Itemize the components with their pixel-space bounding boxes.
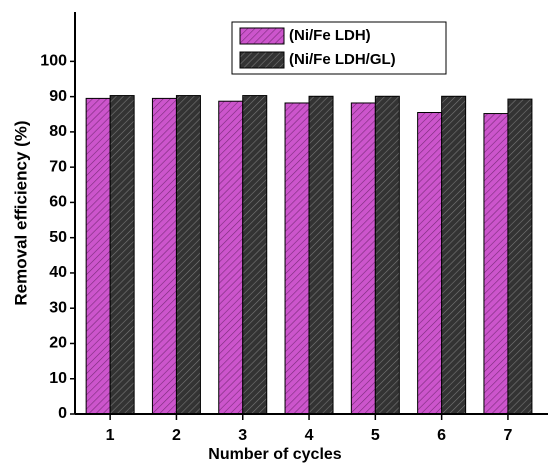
bar — [109, 95, 135, 415]
y-tick-label: 10 — [49, 370, 67, 387]
bar — [85, 97, 111, 415]
legend-swatch — [239, 51, 285, 69]
x-tick-label: 6 — [437, 427, 446, 444]
x-tick-label: 5 — [371, 427, 380, 444]
legend-label: (Ni/Fe LDH) — [289, 27, 371, 44]
legend-label: (Ni/Fe LDH/GL) — [289, 51, 396, 68]
y-tick-label: 100 — [40, 53, 67, 70]
bar — [417, 112, 443, 415]
y-tick-label: 40 — [49, 264, 67, 281]
bar — [151, 97, 177, 415]
y-tick-label: 30 — [49, 299, 67, 316]
y-tick-label: 50 — [49, 229, 67, 246]
y-tick-label: 0 — [58, 405, 67, 422]
y-tick-label: 80 — [49, 123, 67, 140]
bar — [284, 102, 310, 415]
y-tick-label: 90 — [49, 88, 67, 105]
y-axis-label: Removal efficiency (%) — [11, 120, 30, 305]
x-axis-label: Number of cycles — [208, 446, 341, 463]
x-tick-label: 2 — [172, 427, 181, 444]
bar — [350, 102, 376, 415]
bar — [175, 95, 201, 415]
bar — [441, 95, 467, 415]
y-tick-label: 20 — [49, 335, 67, 352]
x-tick-label: 4 — [305, 427, 314, 444]
bar — [507, 98, 533, 415]
bar — [218, 100, 244, 415]
y-tick-label: 70 — [49, 158, 67, 175]
bar — [374, 95, 400, 415]
x-tick-label: 7 — [503, 427, 512, 444]
bar — [242, 95, 268, 415]
bar — [308, 95, 334, 415]
y-tick-label: 60 — [49, 194, 67, 211]
x-tick-label: 1 — [106, 427, 115, 444]
legend-swatch — [239, 27, 285, 45]
bar — [483, 113, 509, 415]
x-tick-label: 3 — [238, 427, 247, 444]
